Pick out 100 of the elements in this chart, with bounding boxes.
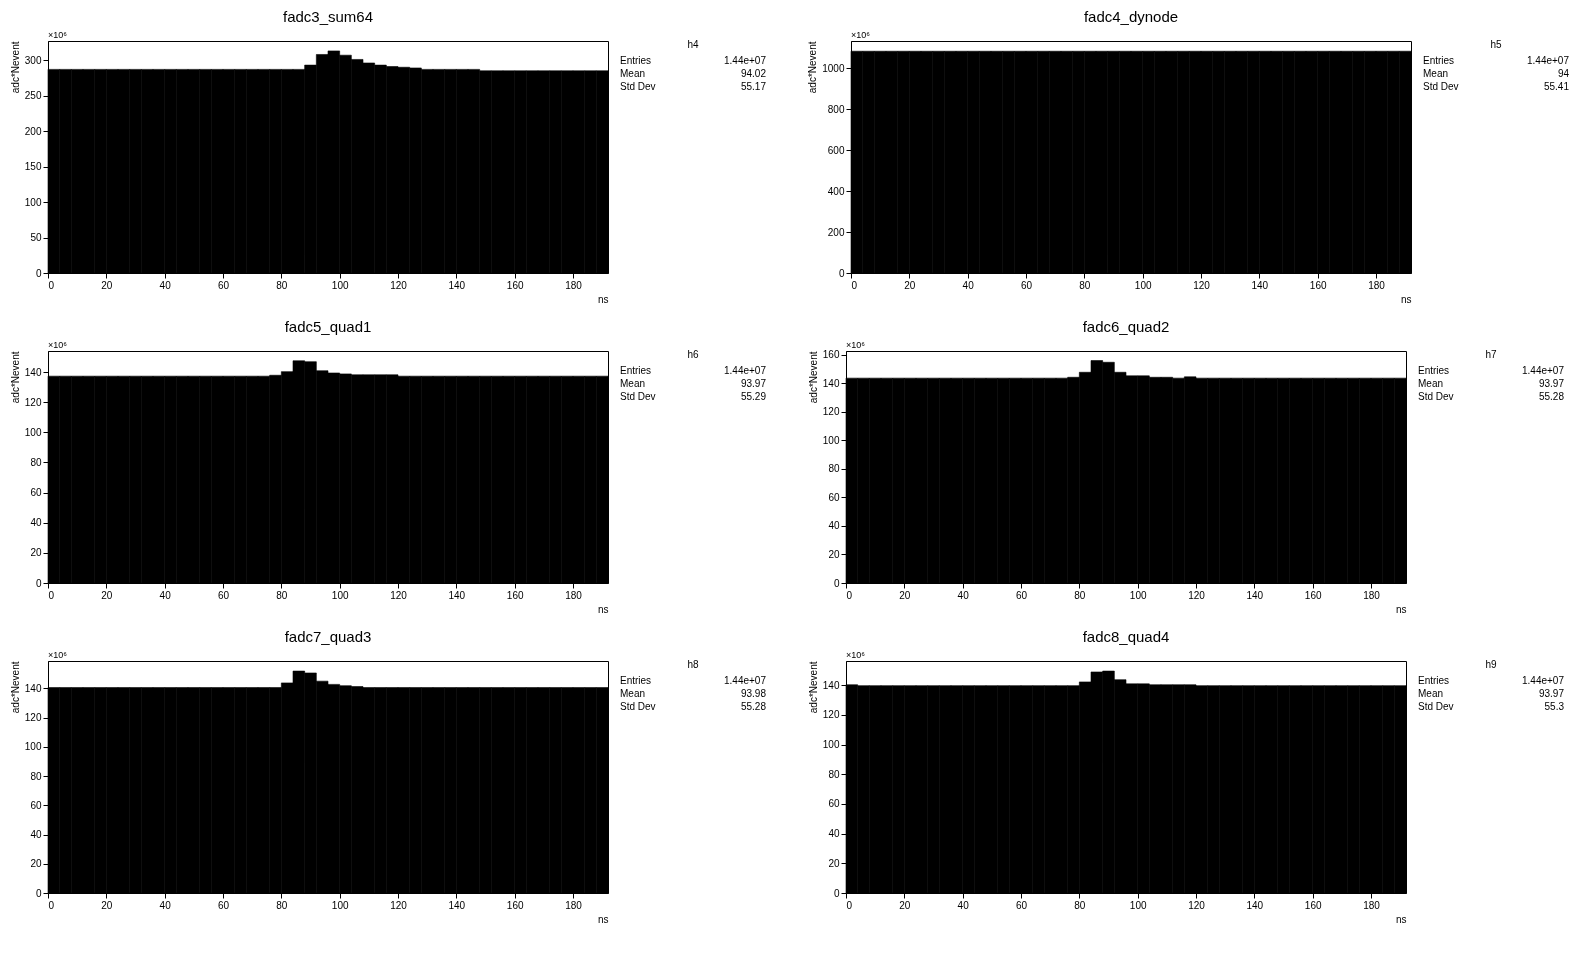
y-axis-title: adc*Nevent: [807, 351, 819, 404]
x-tick-label: 120: [390, 279, 408, 291]
x-tick-label: 80: [1074, 589, 1086, 601]
chart-title: fadc7_quad3: [284, 628, 372, 645]
text: 55.29: [740, 391, 767, 402]
y-tick-label: 250: [24, 90, 42, 102]
x-tick-label: 180: [1363, 899, 1381, 911]
x-tick-label: 20: [101, 279, 113, 291]
text: Entries: [1423, 55, 1455, 66]
x-tick-label: 80: [276, 279, 288, 291]
text: h8: [687, 659, 699, 670]
x-axis-title: ns: [597, 293, 609, 305]
text: Mean: [620, 68, 646, 79]
y-axis-title: adc*Nevent: [9, 351, 21, 404]
x-tick-label: 120: [1188, 589, 1206, 601]
text: Entries: [620, 675, 652, 686]
text: h5: [1490, 39, 1502, 50]
y-tick-label: 20: [30, 547, 42, 559]
x-tick-label: 120: [390, 589, 408, 601]
x-tick-label: 80: [276, 589, 288, 601]
text: Entries: [620, 365, 652, 376]
text: Mean: [620, 688, 646, 699]
y-tick-label: 140: [24, 366, 42, 378]
text: 1.44e+07: [724, 365, 767, 376]
x-tick-label: 80: [276, 899, 288, 911]
text: Std Dev: [620, 81, 656, 92]
x-axis-title: ns: [597, 603, 609, 615]
y-tick-label: 120: [822, 406, 840, 418]
x-tick-label: 40: [957, 899, 970, 911]
x-tick-label: 60: [1015, 589, 1028, 601]
x-tick-label: 100: [331, 589, 349, 601]
chart-title: fadc8_quad4: [1082, 628, 1170, 645]
chart-title: fadc4_dynode: [1083, 8, 1179, 25]
text: Std Dev: [620, 391, 656, 402]
text: Entries: [1418, 675, 1450, 686]
y-tick-label: 200: [24, 125, 42, 137]
x-tick-label: 140: [448, 899, 466, 911]
y-tick-label: 80: [828, 768, 840, 780]
x-tick-label: 160: [1304, 899, 1322, 911]
x-axis-title: ns: [597, 913, 609, 925]
text: ×10⁶: [48, 30, 68, 40]
text: 55.28: [740, 701, 767, 712]
text: 93.98: [740, 688, 767, 699]
x-tick-label: 0: [846, 899, 853, 911]
x-tick-label: 20: [904, 279, 916, 291]
y-tick-label: 400: [827, 185, 845, 197]
x-axis-title: ns: [1395, 913, 1407, 925]
text: h6: [687, 349, 699, 360]
text: h4: [687, 39, 699, 50]
text: 1.44e+07: [1522, 365, 1565, 376]
text: 55.41: [1543, 81, 1570, 92]
text: 94.02: [740, 68, 767, 79]
x-tick-label: 180: [565, 279, 583, 291]
y-tick-label: 40: [30, 517, 42, 529]
x-tick-label: 60: [217, 589, 230, 601]
text: Std Dev: [1423, 81, 1459, 92]
x-tick-label: 120: [1188, 899, 1206, 911]
text: 55.3: [1544, 701, 1565, 712]
y-tick-label: 0: [35, 887, 42, 899]
y-tick-label: 120: [24, 396, 42, 408]
y-tick-label: 600: [827, 144, 845, 156]
text: ×10⁶: [851, 30, 871, 40]
text: Std Dev: [620, 701, 656, 712]
y-tick-label: 80: [30, 770, 42, 782]
x-tick-label: 140: [448, 589, 466, 601]
text: 93.97: [1538, 378, 1565, 389]
x-tick-label: 120: [1193, 279, 1211, 291]
x-tick-label: 80: [1074, 899, 1086, 911]
text: 1.44e+07: [1527, 55, 1570, 66]
y-tick-label: 0: [838, 267, 845, 279]
text: 55.17: [740, 81, 767, 92]
x-tick-label: 0: [48, 589, 55, 601]
x-tick-label: 100: [1129, 589, 1147, 601]
x-tick-label: 80: [1079, 279, 1091, 291]
y-axis-title: adc*Nevent: [807, 41, 819, 94]
y-tick-label: 20: [828, 857, 840, 869]
y-tick-label: 20: [30, 858, 42, 870]
x-tick-label: 100: [331, 899, 349, 911]
y-tick-label: 40: [828, 520, 840, 532]
x-tick-label: 40: [962, 279, 975, 291]
y-tick-label: 20: [828, 548, 840, 560]
y-tick-label: 60: [828, 491, 840, 503]
text: Mean: [1418, 688, 1444, 699]
y-tick-label: 100: [24, 196, 42, 208]
x-tick-label: 60: [217, 899, 230, 911]
x-tick-label: 20: [101, 589, 113, 601]
text: Mean: [620, 378, 646, 389]
text: 93.97: [1538, 688, 1565, 699]
x-tick-label: 0: [846, 589, 853, 601]
text: 1.44e+07: [1522, 675, 1565, 686]
x-tick-label: 160: [506, 899, 524, 911]
text: h9: [1485, 659, 1497, 670]
x-tick-label: 40: [159, 899, 172, 911]
x-tick-label: 140: [1246, 589, 1264, 601]
y-tick-label: 80: [828, 463, 840, 475]
y-tick-label: 140: [822, 679, 840, 691]
x-axis-title: ns: [1400, 293, 1412, 305]
text: Entries: [1418, 365, 1450, 376]
y-tick-label: 40: [828, 828, 840, 840]
x-axis-title: ns: [1395, 603, 1407, 615]
